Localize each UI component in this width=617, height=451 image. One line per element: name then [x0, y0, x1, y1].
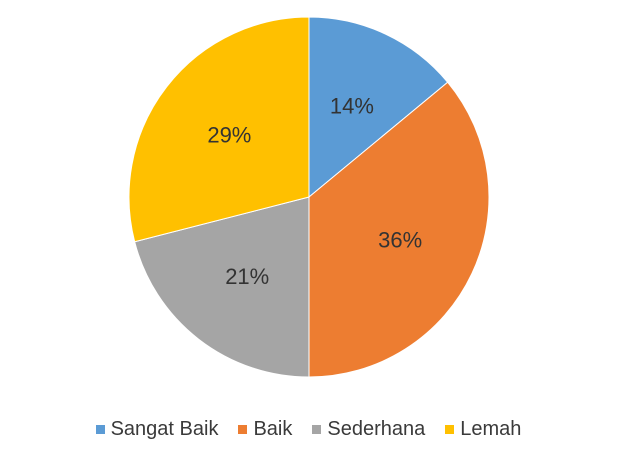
- slice-label-lemah: 29%: [207, 123, 251, 148]
- legend-label-sederhana: Sederhana: [327, 418, 426, 440]
- pie-slice-sederhana: [134, 196, 310, 378]
- legend-item-sederhana: Sederhana: [312, 418, 425, 441]
- pie-slice-sangat-baik: [308, 16, 449, 199]
- slice-label-sederhana: 21%: [225, 264, 269, 289]
- slice-label-sangat-baik: 14%: [330, 93, 374, 118]
- legend-swatch-sederhana: [312, 425, 322, 434]
- legend-label-baik: Baik: [253, 418, 293, 440]
- legend-label-sangat-baik: Sangat Baik: [110, 418, 219, 440]
- legend-swatch-baik: [238, 425, 248, 434]
- legend-swatch-lemah: [445, 425, 455, 434]
- legend-item-baik: Baik: [238, 418, 292, 441]
- legend-item-lemah: Lemah: [445, 418, 521, 441]
- legend-swatch-sangat-baik: [95, 425, 105, 434]
- chart-legend: Sangat Baik Baik Sederhana Lemah: [0, 418, 617, 441]
- slice-label-baik: 36%: [378, 227, 422, 252]
- legend-label-lemah: Lemah: [460, 418, 522, 440]
- legend-item-sangat-baik: Sangat Baik: [95, 418, 219, 441]
- pie-slice-lemah: [128, 16, 310, 243]
- pie-slice-baik: [308, 81, 490, 378]
